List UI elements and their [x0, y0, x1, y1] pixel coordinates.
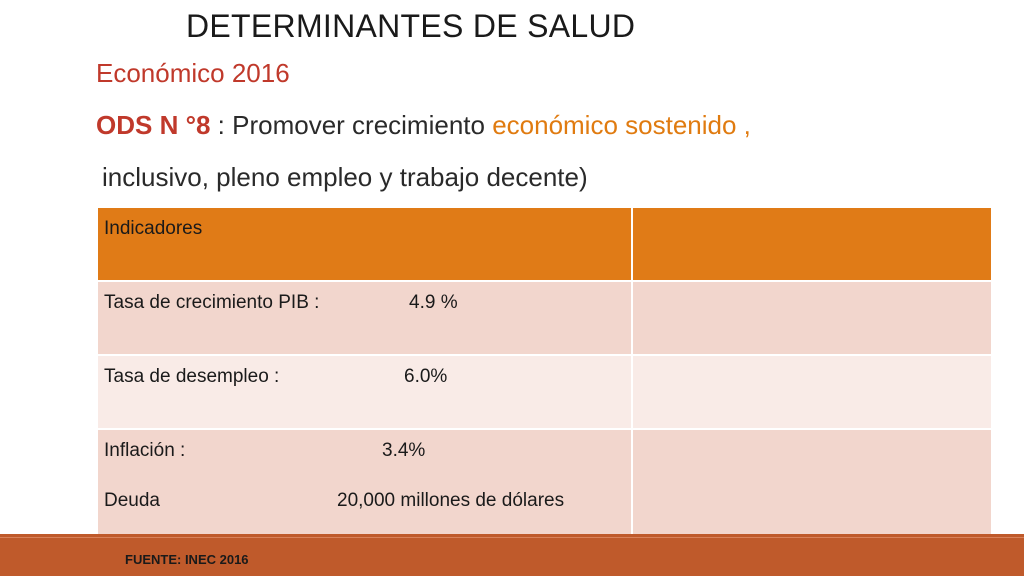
table-row: Tasa de desempleo : 6.0% — [96, 354, 993, 430]
table-header-row: Indicadores — [96, 206, 993, 282]
indicator-value: 6.0% — [404, 366, 448, 387]
source-note: FUENTE: INEC 2016 — [125, 552, 249, 567]
footer-bar — [0, 534, 1024, 576]
table-row: Inflación : 3.4% Deuda 20,000 millones d… — [96, 428, 993, 538]
table-cell — [631, 354, 993, 430]
table-cell: Tasa de crecimiento PIB : 4.9 % — [96, 280, 633, 356]
table-row: Tasa de crecimiento PIB : 4.9 % — [96, 280, 993, 356]
footer-divider — [0, 537, 1024, 538]
table-header-cell — [631, 206, 993, 282]
ods-statement-line-1: ODS N °8 : Promover crecimiento económic… — [96, 110, 751, 141]
indicator-label: Inflación : — [104, 440, 186, 461]
indicator-label: Deuda — [104, 490, 160, 511]
slide-subtitle: Económico 2016 — [96, 58, 290, 88]
ods-text: Promover crecimiento — [232, 110, 493, 140]
table-cell: Tasa de desempleo : 6.0% — [96, 354, 633, 430]
ods-code: ODS N °8 — [96, 110, 211, 140]
ods-separator: : — [210, 110, 233, 140]
table-cell — [631, 428, 993, 538]
slide-title: DETERMINANTES DE SALUD — [186, 8, 636, 44]
indicator-value: 20,000 millones de dólares — [337, 490, 565, 511]
ods-statement-line-2: inclusivo, pleno empleo y trabajo decent… — [102, 162, 588, 192]
indicators-table: Indicadores Tasa de crecimiento PIB : 4.… — [96, 206, 993, 538]
indicator-label: Tasa de crecimiento PIB : — [104, 292, 320, 313]
ods-text-accent: económico sostenido , — [492, 110, 751, 140]
indicator-label: Tasa de desempleo : — [104, 366, 280, 387]
indicator-value: 3.4% — [382, 440, 426, 461]
indicator-value: 4.9 % — [409, 292, 458, 313]
table-cell: Inflación : 3.4% Deuda 20,000 millones d… — [96, 428, 633, 538]
table-cell — [631, 280, 993, 356]
table-header-cell: Indicadores — [96, 206, 633, 282]
